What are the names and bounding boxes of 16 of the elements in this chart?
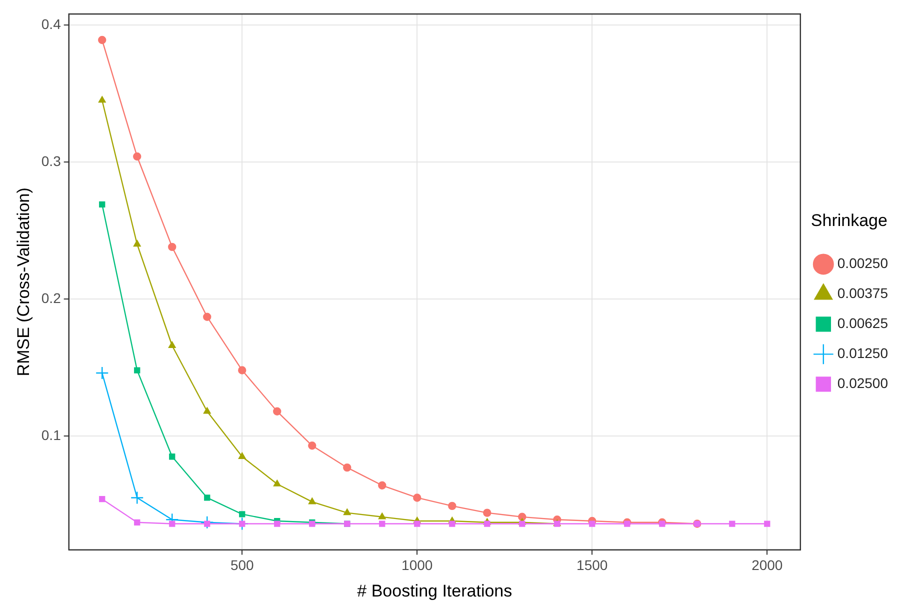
legend-title: Shrinkage xyxy=(810,210,888,230)
y-tick-label: 0.1 xyxy=(41,426,62,443)
y-tick-label: 0.4 xyxy=(41,16,62,32)
x-tick-label: 500 xyxy=(230,557,254,574)
legend-label: 0.01250 xyxy=(837,345,888,362)
y-axis-title: RMSE (Cross-Validation) xyxy=(14,188,33,376)
legend-label: 0.02500 xyxy=(837,375,888,392)
x-tick-label: 2000 xyxy=(752,557,783,574)
y-tick-label: 0.3 xyxy=(41,152,62,169)
legend-label: 0.00250 xyxy=(837,255,888,272)
x-tick-label: 1000 xyxy=(402,557,433,574)
x-tick-label: 1500 xyxy=(576,557,608,574)
y-tick-label: 0.2 xyxy=(41,290,62,306)
legend-label: 0.00625 xyxy=(837,315,888,332)
legend-label: 0.00375 xyxy=(837,285,888,302)
x-axis-title: # Boosting Iterations xyxy=(357,581,512,600)
